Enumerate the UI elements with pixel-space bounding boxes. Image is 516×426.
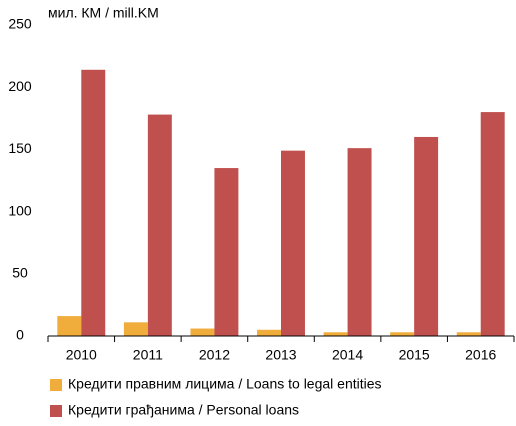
legend-label: Кредити правним лицима / Loans to legal … [68, 376, 382, 392]
bar [147, 114, 172, 337]
bar [123, 322, 148, 336]
y-tick-label: 100 [8, 202, 32, 218]
y-tick-label: 200 [8, 78, 32, 94]
x-tick-label: 2016 [465, 347, 496, 363]
x-tick-label: 2011 [133, 347, 163, 363]
x-tick-label: 2010 [66, 347, 97, 363]
bar [190, 328, 215, 336]
y-tick-label: 50 [12, 265, 28, 281]
bar [480, 112, 505, 336]
bar [214, 168, 239, 336]
y-tick-label: 150 [8, 140, 32, 156]
x-tick-label: 2014 [332, 347, 363, 363]
bar [390, 332, 415, 336]
y-tick-label: 250 [8, 16, 32, 32]
bar [57, 316, 82, 336]
bar [414, 136, 439, 336]
legend-swatch [50, 379, 62, 391]
legend-label: Кредити грађанима / Personal loans [68, 402, 299, 418]
bar [81, 69, 106, 336]
y-tick-label: 0 [16, 327, 24, 343]
x-tick-label: 2013 [265, 347, 296, 363]
bar [456, 332, 481, 336]
bar [347, 148, 372, 336]
x-tick-label: 2012 [199, 347, 230, 363]
bar [257, 329, 281, 336]
legend-swatch [50, 405, 62, 417]
bar [323, 332, 348, 336]
x-tick-label: 2015 [399, 347, 430, 363]
y-axis-label: мил. КМ / mill.KM [48, 5, 159, 21]
bar [281, 150, 305, 336]
